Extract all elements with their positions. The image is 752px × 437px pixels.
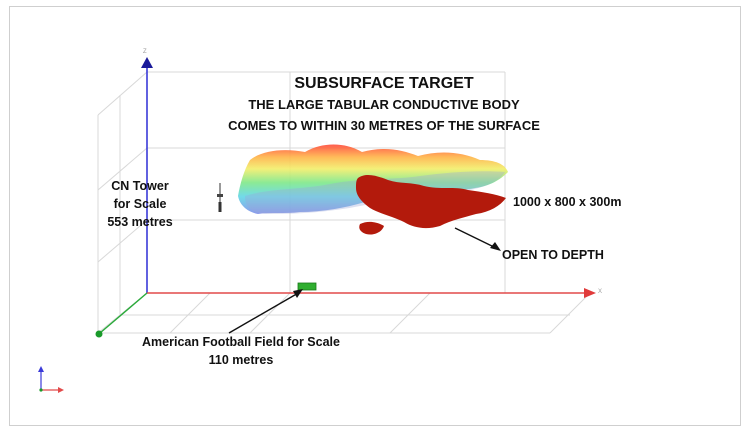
origin-marker: [95, 330, 103, 338]
open-to-depth-label: OPEN TO DEPTH: [502, 248, 604, 262]
subtitle-line-1: THE LARGE TABULAR CONDUCTIVE BODY: [248, 97, 520, 112]
target-body: [356, 174, 506, 229]
x-axis-label: X: [598, 289, 603, 295]
x-axis-arrowhead: [584, 288, 596, 298]
subtitle-line-2: COMES TO WITHIN 30 METRES OF THE SURFACE: [228, 118, 540, 133]
football-field-icon: [297, 282, 317, 291]
title: SUBSURFACE TARGET: [294, 75, 474, 92]
dimensions-label: 1000 x 800 x 300m: [513, 195, 622, 209]
cn-tower-label-line1: CN Tower: [111, 179, 169, 193]
depth-leader-arrowhead: [490, 242, 501, 251]
orientation-triad-icon: [38, 366, 64, 393]
cn-tower-label: CN Tower for Scale 553 metres: [96, 177, 184, 231]
football-label-line2: 110 metres: [208, 353, 274, 367]
target-body-fragment: [359, 221, 384, 235]
football-field-label: American Football Field for Scale 110 me…: [136, 333, 346, 369]
y-axis-line: [99, 292, 148, 334]
cn-tower-label-line2: for Scale: [113, 197, 167, 211]
football-leader-line: [228, 291, 301, 334]
cn-tower-label-line3: 553 metres: [107, 215, 173, 229]
depth-leader-line: [454, 227, 497, 249]
cn-tower-icon: [217, 183, 223, 212]
football-leader-arrowhead: [293, 289, 303, 298]
viewport-frame: [9, 6, 741, 426]
z-axis-arrowhead: [141, 57, 153, 68]
football-label-line1: American Football Field for Scale: [142, 335, 340, 349]
z-axis-label: Z: [143, 49, 147, 55]
